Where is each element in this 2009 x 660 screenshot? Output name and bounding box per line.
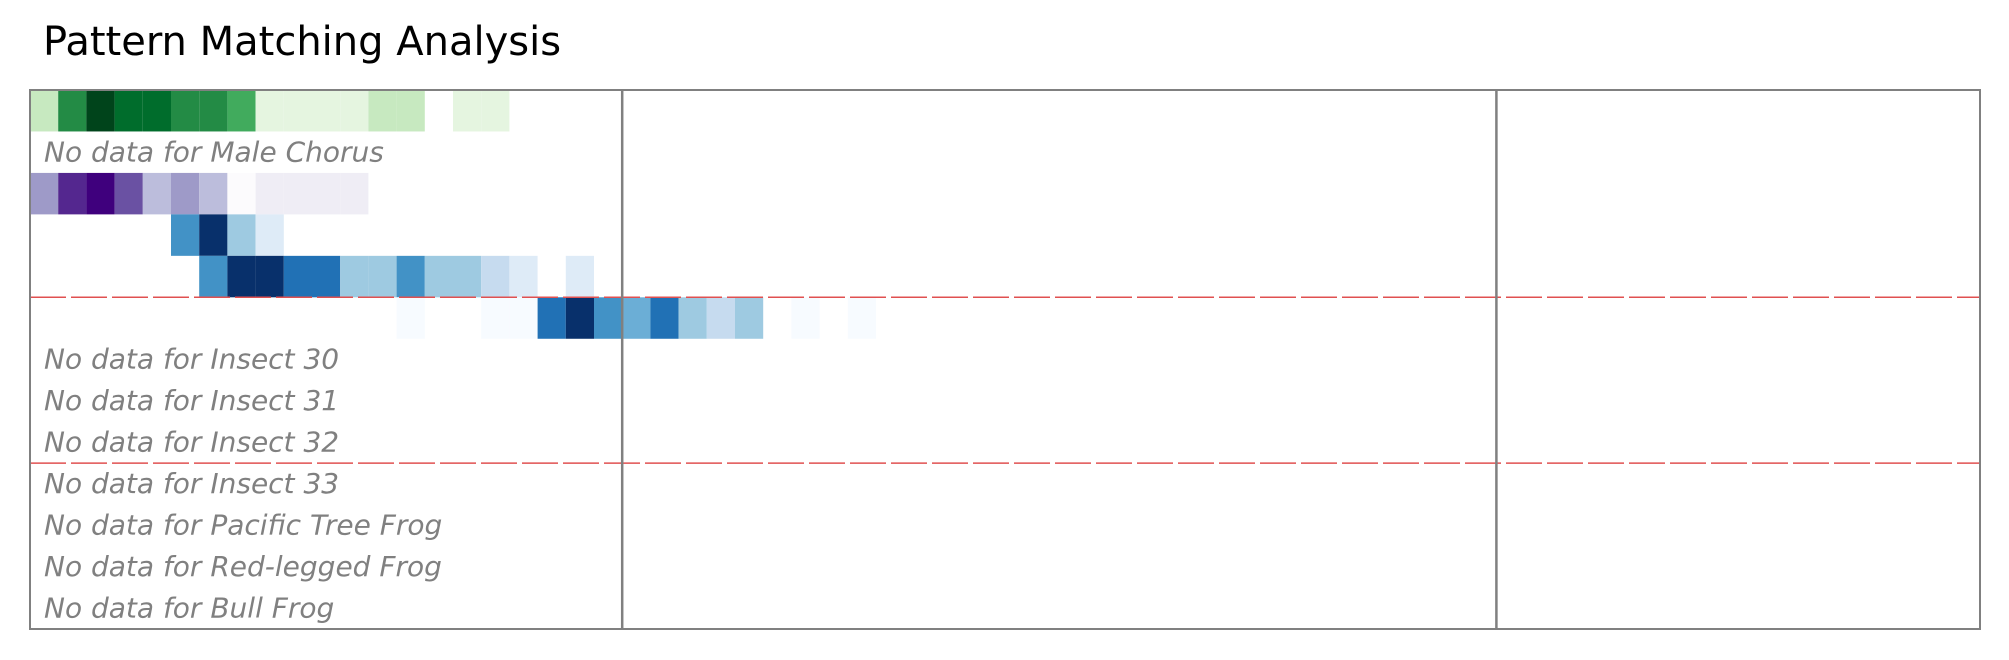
heatmap-cell: [396, 255, 425, 298]
heatmap-cell: [114, 90, 143, 132]
heatmap-cell: [340, 172, 369, 215]
heatmap-cell: [396, 297, 425, 339]
heatmap-cell: [199, 255, 228, 298]
no-data-label: No data for Insect 30: [44, 343, 339, 376]
heatmap-cell: [847, 297, 876, 339]
no-data-label: No data for Insect 33: [44, 467, 339, 500]
heatmap-cell: [171, 214, 200, 256]
heatmap-cell: [114, 172, 143, 215]
heatmap-cell: [283, 255, 312, 298]
heatmap-cell: [481, 90, 510, 132]
heatmap-cell: [86, 172, 115, 215]
heatmap-cell: [537, 297, 566, 339]
heatmap-cell: [227, 214, 256, 256]
heatmap-cell: [509, 297, 538, 339]
heatmap-cell: [481, 255, 510, 298]
heatmap-cell: [255, 172, 284, 215]
heatmap-cell: [171, 172, 200, 215]
heatmap-cell: [453, 255, 482, 298]
heatmap-cell: [650, 297, 679, 339]
heatmap-cell: [312, 90, 341, 132]
heatmap-cell: [58, 90, 87, 132]
no-data-label: No data for Male Chorus: [44, 135, 384, 168]
heatmap-cell: [255, 90, 284, 132]
heatmap-cell: [58, 172, 87, 215]
heatmap-cell: [312, 255, 341, 298]
heatmap-cell: [30, 172, 59, 215]
heatmap-cell: [481, 297, 510, 339]
chart-title: Pattern Matching Analysis: [43, 19, 562, 65]
heatmap-cell: [594, 297, 623, 339]
heatmap-cell: [396, 90, 425, 132]
heatmap-cell: [283, 172, 312, 215]
no-data-label: No data for Pacific Tree Frog: [44, 508, 442, 541]
heatmap-cell: [199, 172, 228, 215]
no-data-label: No data for Insect 32: [44, 426, 339, 459]
heatmap-cell: [142, 172, 171, 215]
heatmap-cell: [171, 90, 200, 132]
heatmap-cell: [453, 90, 482, 132]
heatmap-cell: [509, 255, 538, 298]
heatmap-cell: [227, 255, 256, 298]
heatmap-cell: [227, 90, 256, 132]
heatmap-cell: [30, 90, 59, 132]
heatmap-cell: [565, 297, 594, 339]
heatmap-cell: [622, 297, 651, 339]
no-data-label: No data for Bull Frog: [44, 591, 334, 624]
heatmap-cell: [199, 90, 228, 132]
heatmap-cell: [424, 255, 453, 298]
heatmap-cell: [283, 90, 312, 132]
heatmap-cell: [142, 90, 171, 132]
heatmap-cell: [735, 297, 764, 339]
heatmap-cell: [340, 255, 369, 298]
heatmap-cell: [368, 255, 397, 298]
heatmap-cell: [368, 90, 397, 132]
no-data-label: No data for Red-legged Frog: [44, 550, 442, 583]
heatmap-cell: [340, 90, 369, 132]
heatmap-cell: [227, 172, 256, 215]
heatmap-cell: [678, 297, 707, 339]
heatmap-cell: [255, 255, 284, 298]
no-data-label: No data for Insect 31: [44, 384, 339, 417]
heatmap-cell: [255, 214, 284, 256]
chart-frame: [29, 89, 1981, 630]
heatmap-cell: [791, 297, 820, 339]
heatmap-cell: [312, 172, 341, 215]
heatmap-cell: [706, 297, 735, 339]
heatmap-cell: [199, 214, 228, 256]
heatmap-cell: [565, 255, 594, 298]
heatmap-cell: [86, 90, 115, 132]
